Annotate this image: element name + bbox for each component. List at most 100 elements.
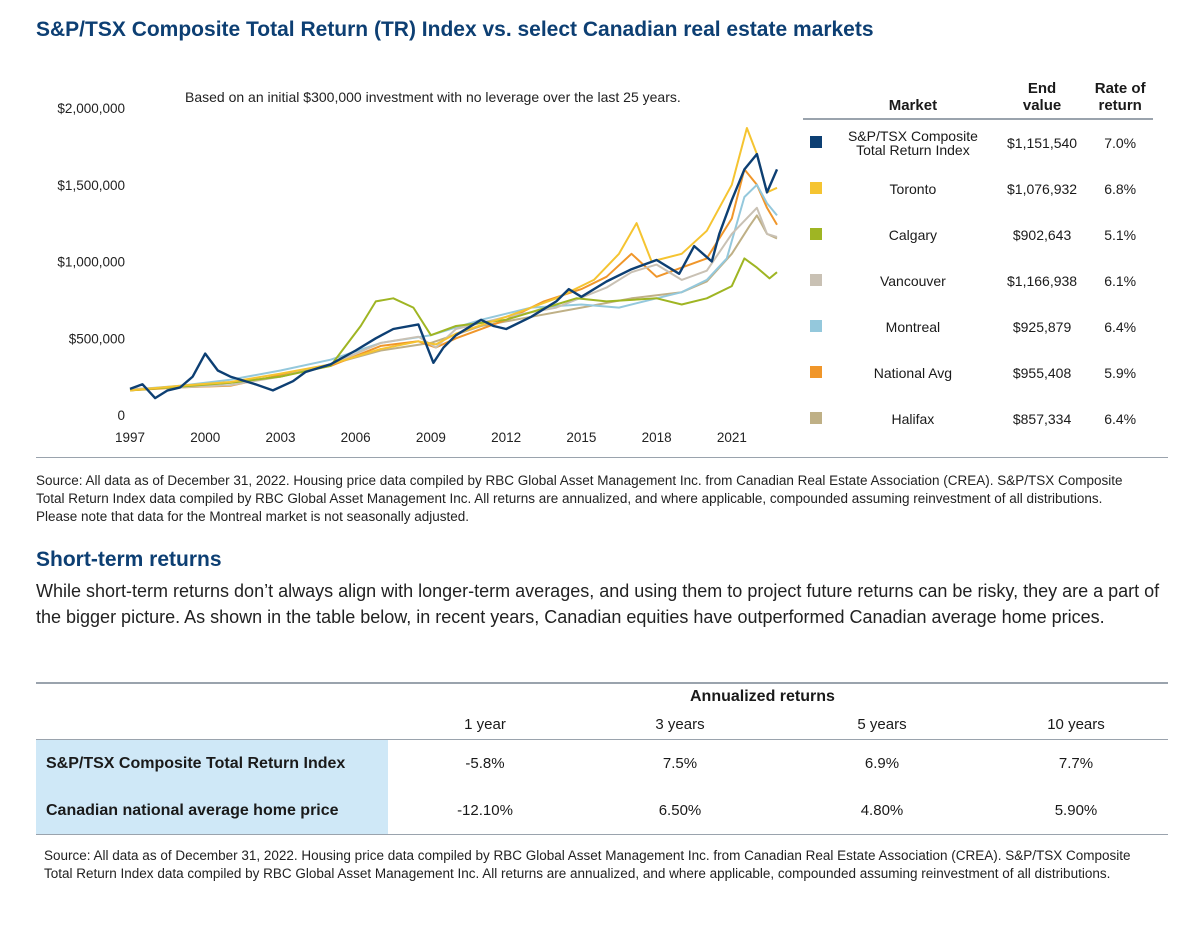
tsx-1-year: -5.8% (465, 755, 505, 772)
divider-1 (36, 457, 1168, 458)
series-line-montreal (129, 183, 778, 391)
market-header: Market (829, 80, 997, 120)
market-row: S&P/TSX Composite Total Return Index $1,15… (803, 119, 1153, 166)
line-chart: $2,000,000 $1,500,000 $1,000,000 $500,000 0 1… (30, 78, 790, 450)
y-tick-label: $2,000,000 (57, 101, 125, 116)
market-name: S&P/TSX Composite Total Return Index (829, 119, 997, 166)
y-tick-label: $1,000,000 (57, 255, 125, 270)
rate-of-return: 5.9% (1104, 365, 1137, 381)
x-tick-label: 2021 (717, 430, 747, 445)
market-row: Montreal $925,879 6.4% (803, 304, 1153, 350)
legend-swatch (810, 412, 822, 424)
end-value-header: End value (996, 80, 1088, 120)
tsx-5-years: 6.9% (864, 755, 900, 772)
y-tick-label: $1,500,000 (57, 178, 125, 193)
market-name-line: Toronto (889, 181, 937, 197)
market-name: Halifax (829, 396, 997, 442)
rate-of-return: 6.4% (1104, 319, 1137, 335)
market-row: Calgary $902,643 5.1% (803, 212, 1153, 258)
market-name: National Avg (829, 350, 997, 396)
divider-2 (36, 682, 1168, 684)
x-tick-label: 2018 (642, 430, 672, 445)
x-tick-label: 2003 (265, 430, 295, 445)
market-table-header: Market End value Rate of return (803, 80, 1153, 120)
series-line-halifax (129, 214, 778, 392)
source-note-2: Source: All data as of December 31, 2022… (44, 848, 1131, 881)
end-value: $857,334 (1012, 411, 1072, 427)
col-1-year: 1 year (464, 716, 506, 733)
col-5-years: 5 years (857, 716, 907, 733)
legend-swatch-cell (803, 258, 829, 304)
home-1-year: -12.10% (457, 802, 513, 819)
legend-swatch-cell (803, 304, 829, 350)
annualized-returns-title: Annualized returns (690, 688, 835, 705)
end-value: $1,166,938 (1007, 273, 1078, 289)
market-name: Calgary (829, 212, 997, 258)
y-tick-label: 0 (117, 408, 125, 423)
rate-header: Rate of return (1087, 80, 1153, 120)
market-name-line: S&P/TSX Composite (847, 128, 978, 144)
rate-of-return: 6.8% (1104, 181, 1137, 197)
short-term-paragraph: While short-term returns don’t always al… (36, 581, 1160, 627)
legend-swatch (810, 320, 822, 332)
x-tick-label: 2009 (416, 430, 446, 445)
y-tick-label: $500,000 (69, 331, 125, 346)
market-table: Market End value Rate of return S&P/TSX … (803, 80, 1153, 442)
market-row: Halifax $857,334 6.4% (803, 396, 1153, 442)
market-row: Toronto $1,076,932 6.8% (803, 166, 1153, 212)
rate-header-line2: return (1098, 97, 1142, 114)
row-label-home-price: Canadian national average home price (36, 787, 388, 834)
end-value-header-line1: End (1027, 80, 1057, 97)
legend-swatch (810, 182, 822, 194)
market-name: Toronto (829, 166, 997, 212)
legend-swatch-cell (803, 166, 829, 212)
end-value-header-line2: value (1022, 97, 1062, 114)
market-header-swatch (803, 80, 829, 120)
market-row: National Avg $955,408 5.9% (803, 350, 1153, 396)
end-value: $955,408 (1012, 365, 1072, 381)
market-name: Montreal (829, 304, 997, 350)
legend-swatch-cell (803, 350, 829, 396)
end-value: $1,076,932 (1007, 181, 1078, 197)
legend-swatch-cell (803, 212, 829, 258)
x-tick-label: 1997 (115, 430, 145, 445)
end-value: $902,643 (1012, 227, 1072, 243)
market-name-line: Vancouver (879, 273, 946, 289)
x-tick-label: 2006 (341, 430, 371, 445)
rate-of-return: 6.1% (1104, 273, 1137, 289)
home-3-years: 6.50% (658, 802, 702, 819)
end-value: $1,151,540 (1007, 135, 1078, 151)
rate-header-line1: Rate of (1094, 80, 1146, 97)
x-tick-label: 2000 (190, 430, 220, 445)
market-name: Vancouver (829, 258, 997, 304)
short-term-heading: Short-term returns (36, 548, 222, 571)
series-line-toronto (129, 127, 778, 392)
legend-swatch (810, 136, 822, 148)
source-note-1: Source: All data as of December 31, 2022… (36, 473, 1123, 524)
home-10-years: 5.90% (1054, 802, 1098, 819)
divider-3 (36, 739, 1168, 740)
line-chart-svg: $2,000,000 $1,500,000 $1,000,000 $500,000 0 1… (57, 101, 779, 445)
chart-subtitle: Based on an initial $300,000 investment … (185, 89, 681, 105)
end-value: $925,879 (1012, 319, 1072, 335)
market-name-line: National Avg (873, 365, 953, 381)
x-tick-label: 2012 (491, 430, 521, 445)
rate-of-return: 7.0% (1104, 135, 1137, 151)
col-10-years: 10 years (1047, 716, 1105, 733)
market-name-line: Calgary (888, 227, 938, 243)
chart-title: S&P/TSX Composite Total Return (TR) Inde… (36, 18, 874, 41)
series-line-vancouver (129, 206, 778, 390)
market-name-line: Total Return Index (856, 142, 970, 158)
market-row: Vancouver $1,166,938 6.1% (803, 258, 1153, 304)
col-3-years: 3 years (655, 716, 705, 733)
rate-of-return: 6.4% (1104, 411, 1137, 427)
legend-swatch (810, 366, 822, 378)
home-5-years: 4.80% (860, 802, 904, 819)
tsx-3-years: 7.5% (662, 755, 698, 772)
series-line-s-p-tsx-composite-total-return-index (129, 152, 779, 400)
legend-swatch (810, 274, 822, 286)
market-name-line: Halifax (891, 411, 935, 427)
divider-4 (36, 834, 1168, 835)
rate-of-return: 5.1% (1104, 227, 1137, 243)
legend-swatch (810, 228, 822, 240)
